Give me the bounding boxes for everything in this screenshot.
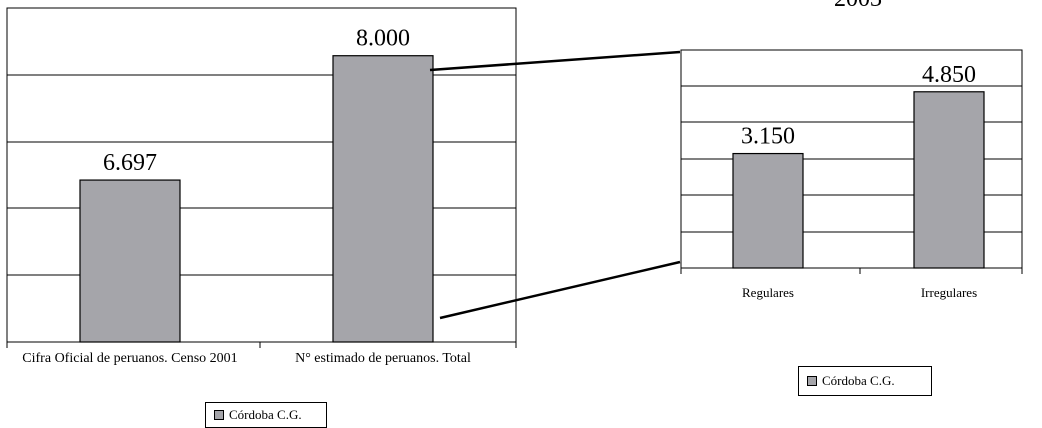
legend-label: Córdoba C.G. xyxy=(822,373,895,388)
right-legend: Córdoba C.G. xyxy=(798,366,932,396)
bar-0 xyxy=(732,152,804,269)
data-label-1: 8.000 xyxy=(356,26,410,52)
left-chart: 6.697 Cifra Oficial de peruanos. Censo 20… xyxy=(6,7,517,366)
data-label-0: 6.697 xyxy=(103,150,157,176)
left-legend: Córdoba C.G. xyxy=(205,402,327,428)
category-label-0: Cifra Oficial de peruanos. Censo 2001 xyxy=(22,351,237,366)
connector-lines xyxy=(429,50,681,320)
connector-bottom xyxy=(439,260,681,320)
bar-1 xyxy=(332,55,434,343)
legend-label: Córdoba C.G. xyxy=(229,407,302,422)
right-chart: 3.150 Regulares 4.850 Irregulares xyxy=(680,49,1023,300)
right-chart-title: 2003 xyxy=(834,0,882,12)
plot-frame xyxy=(6,7,517,343)
bar-1 xyxy=(913,91,985,269)
category-label-1: Irregulares xyxy=(921,285,977,300)
category-label-1: N° estimado de peruanos. Total xyxy=(295,351,471,366)
bar-0 xyxy=(79,179,181,343)
plot-frame xyxy=(680,49,1023,269)
data-label-0: 3.150 xyxy=(741,124,795,150)
legend-swatch xyxy=(807,376,817,386)
connector-top xyxy=(429,50,681,72)
category-label-0: Regulares xyxy=(742,285,794,300)
legend-swatch xyxy=(214,410,224,420)
data-label-1: 4.850 xyxy=(922,62,976,88)
